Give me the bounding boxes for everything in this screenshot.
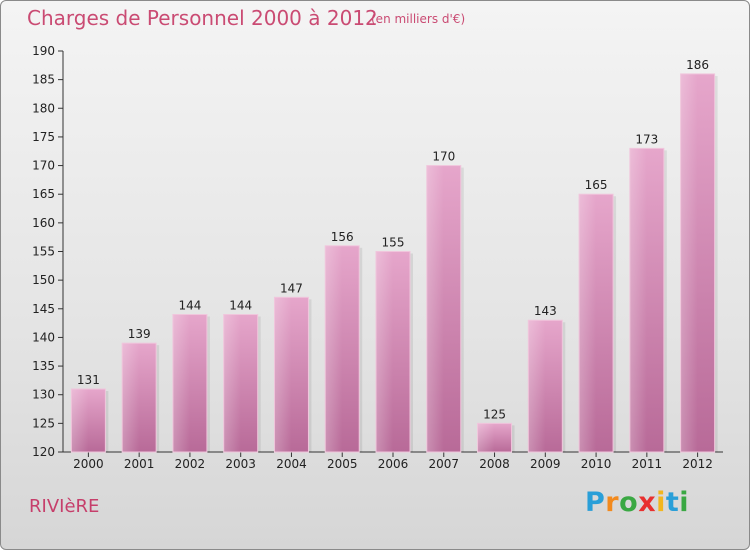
bar-highlight [477, 423, 495, 452]
y-tick-label: 165 [32, 187, 55, 201]
bar-highlight [71, 388, 89, 452]
x-tick-label: 2002 [175, 457, 206, 471]
bar-highlight [223, 314, 241, 452]
chart-title: Charges de Personnel 2000 à 2012 [27, 6, 378, 30]
logo-letter: P [585, 487, 606, 518]
bar-outline [172, 314, 208, 453]
x-tick-label: 2005 [327, 457, 358, 471]
bar-highlight [122, 343, 140, 452]
bar-highlight [528, 320, 546, 452]
bar-value-label: 139 [128, 327, 151, 341]
bar-outline [629, 147, 665, 453]
x-tick-label: 2003 [225, 457, 256, 471]
x-tick-label: 2012 [682, 457, 713, 471]
x-tick-label: 2010 [581, 457, 612, 471]
bar-highlight [274, 297, 292, 452]
bar-outline [223, 314, 259, 453]
logo-letter: i [656, 487, 666, 518]
y-tick-label: 150 [32, 273, 55, 287]
bar-highlight [376, 251, 393, 452]
y-tick-label: 175 [32, 130, 55, 144]
x-tick-label: 2006 [378, 457, 409, 471]
y-tick-label: 170 [32, 159, 55, 173]
bar-value-label: 156 [331, 230, 354, 244]
y-tick-label: 155 [32, 245, 55, 259]
chart-subtitle: (en milliers d'€) [371, 12, 466, 26]
bar-value-label: 186 [686, 58, 709, 72]
x-tick-label: 2004 [276, 457, 307, 471]
bar-value-label: 173 [635, 132, 658, 146]
bar-outline [578, 193, 614, 453]
y-tick-label: 180 [32, 101, 55, 115]
bar-highlight [629, 148, 647, 452]
bar-value-label: 143 [534, 304, 557, 318]
bar-value-label: 170 [432, 150, 455, 164]
bar-outline [527, 319, 563, 453]
bar-highlight [680, 73, 698, 453]
y-tick-label: 190 [32, 44, 55, 58]
logo-letter: r [605, 487, 620, 518]
y-tick-label: 160 [32, 216, 55, 230]
x-tick-label: 2007 [428, 457, 459, 471]
bar-highlight [579, 194, 597, 452]
bar-highlight [426, 165, 444, 453]
bar-highlight [325, 245, 343, 452]
logo-letter: o [619, 487, 639, 518]
y-tick-label: 140 [32, 330, 55, 344]
x-tick-label: 2001 [124, 457, 155, 471]
bar-value-label: 155 [382, 236, 405, 250]
bar-value-label: 131 [77, 373, 100, 387]
bar-value-label: 147 [280, 281, 303, 295]
bar-outline [273, 296, 309, 453]
bar-value-label: 125 [483, 407, 506, 421]
x-tick-label: 2000 [73, 457, 104, 471]
y-tick-label: 135 [32, 359, 55, 373]
bar-outline [324, 245, 360, 453]
bar-value-label: 165 [585, 178, 608, 192]
logo-letter: x [638, 487, 657, 518]
bar-outline [70, 388, 106, 453]
x-tick-label: 2009 [530, 457, 561, 471]
proxiti-logo: Proxiti [585, 487, 689, 518]
axes: 120 125 130 135 140 145 150 155 160 165 170 175 180 1… [32, 44, 723, 471]
x-tick-label: 2011 [632, 457, 663, 471]
bar-highlight [172, 314, 190, 452]
commune-name: RIVIèRE [29, 496, 100, 517]
bar-value-label: 144 [229, 299, 252, 313]
bar-outline [680, 73, 716, 453]
bar-outline [375, 251, 411, 453]
bars: 131 139 144 144 147 156 155 170 125 143 165 173 186 [70, 58, 718, 453]
logo-letter: i [679, 487, 690, 518]
y-tick-label: 120 [32, 445, 55, 459]
logo-letter: t [665, 487, 680, 518]
bar-value-label: 144 [178, 299, 201, 313]
bar-outline [426, 165, 462, 453]
y-tick-label: 125 [32, 416, 55, 430]
y-tick-label: 145 [32, 302, 55, 316]
x-tick-label: 2008 [479, 457, 510, 471]
bar-outline [477, 422, 513, 453]
y-tick-label: 130 [32, 388, 55, 402]
y-tick-label: 185 [32, 73, 55, 87]
bar-outline [121, 342, 157, 453]
